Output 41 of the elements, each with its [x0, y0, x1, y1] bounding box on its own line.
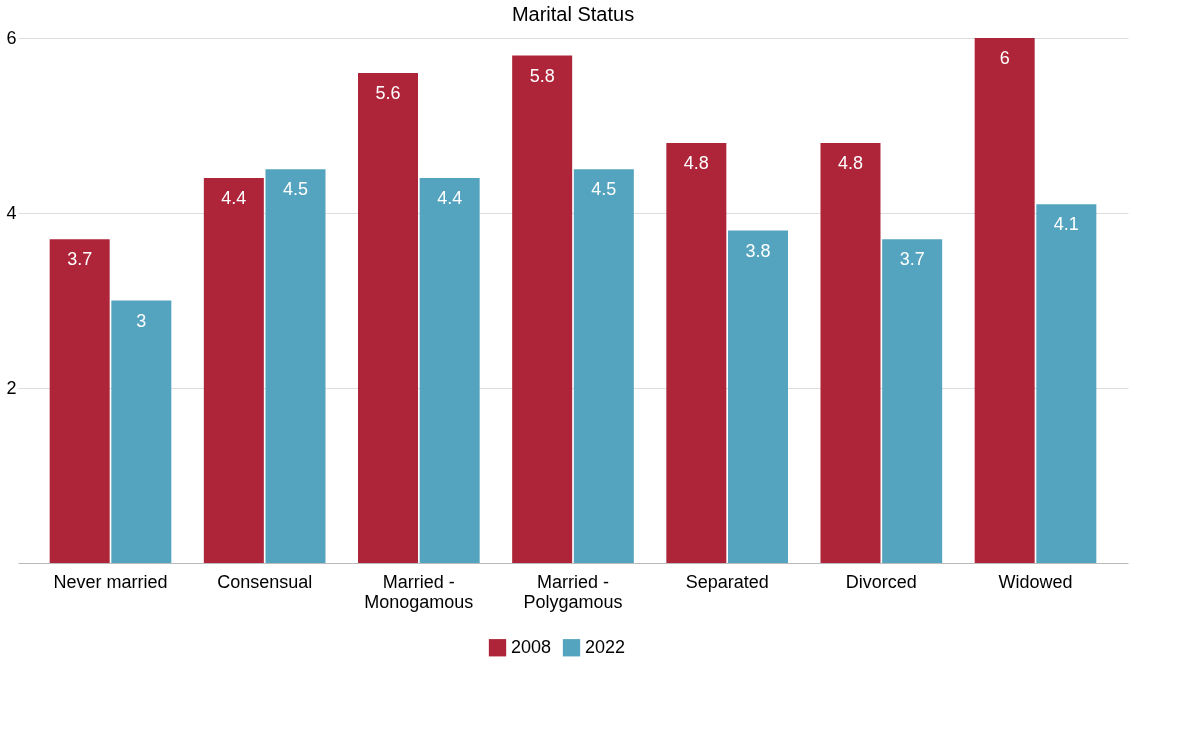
bar: [882, 239, 943, 563]
data-label: 3: [136, 310, 147, 331]
bar: [820, 143, 881, 563]
x-tick-label: Divorced: [845, 571, 917, 592]
legend-label: 2008: [511, 636, 552, 657]
bar: [666, 143, 727, 563]
x-tick-label: Married - Polygamous: [523, 571, 623, 612]
bar: [974, 38, 1035, 563]
bar: [111, 300, 172, 563]
data-label: 4.5: [282, 179, 309, 200]
x-tick-label: Consensual: [217, 571, 313, 592]
x-tick-label: Widowed: [998, 571, 1073, 592]
data-label: 3.8: [745, 240, 771, 261]
data-label: 4.8: [683, 153, 709, 173]
data-label: 5.6: [375, 83, 401, 103]
legend-label: 2022: [585, 636, 626, 657]
bar: [203, 178, 264, 563]
data-label: 4.4: [437, 188, 463, 208]
y-tick-label: 6: [6, 27, 17, 48]
x-tick-label: Never married: [53, 571, 168, 592]
y-tick-label: 4: [6, 202, 17, 223]
chart-title: Marital Status: [511, 3, 635, 25]
bar: [265, 169, 326, 563]
x-tick-label: Separated: [685, 571, 769, 592]
data-label: 4.1: [1053, 214, 1079, 235]
bar: [512, 55, 573, 563]
bar: [358, 73, 418, 563]
bar: [728, 230, 788, 563]
y-tick-label: 2: [6, 377, 17, 398]
data-label: 5.8: [529, 65, 555, 86]
bar: [49, 239, 110, 563]
data-label: 4.5: [591, 179, 617, 200]
x-tick-label: Married - Monogamous: [364, 571, 474, 612]
data-label: 4.8: [837, 153, 864, 173]
bar: [1036, 204, 1097, 563]
data-label: 3.7: [67, 249, 93, 270]
bar: [419, 178, 480, 563]
data-label: 6: [999, 48, 1010, 68]
data-label: 4.4: [221, 188, 247, 208]
data-label: 3.7: [899, 249, 925, 270]
bar: [573, 169, 634, 563]
